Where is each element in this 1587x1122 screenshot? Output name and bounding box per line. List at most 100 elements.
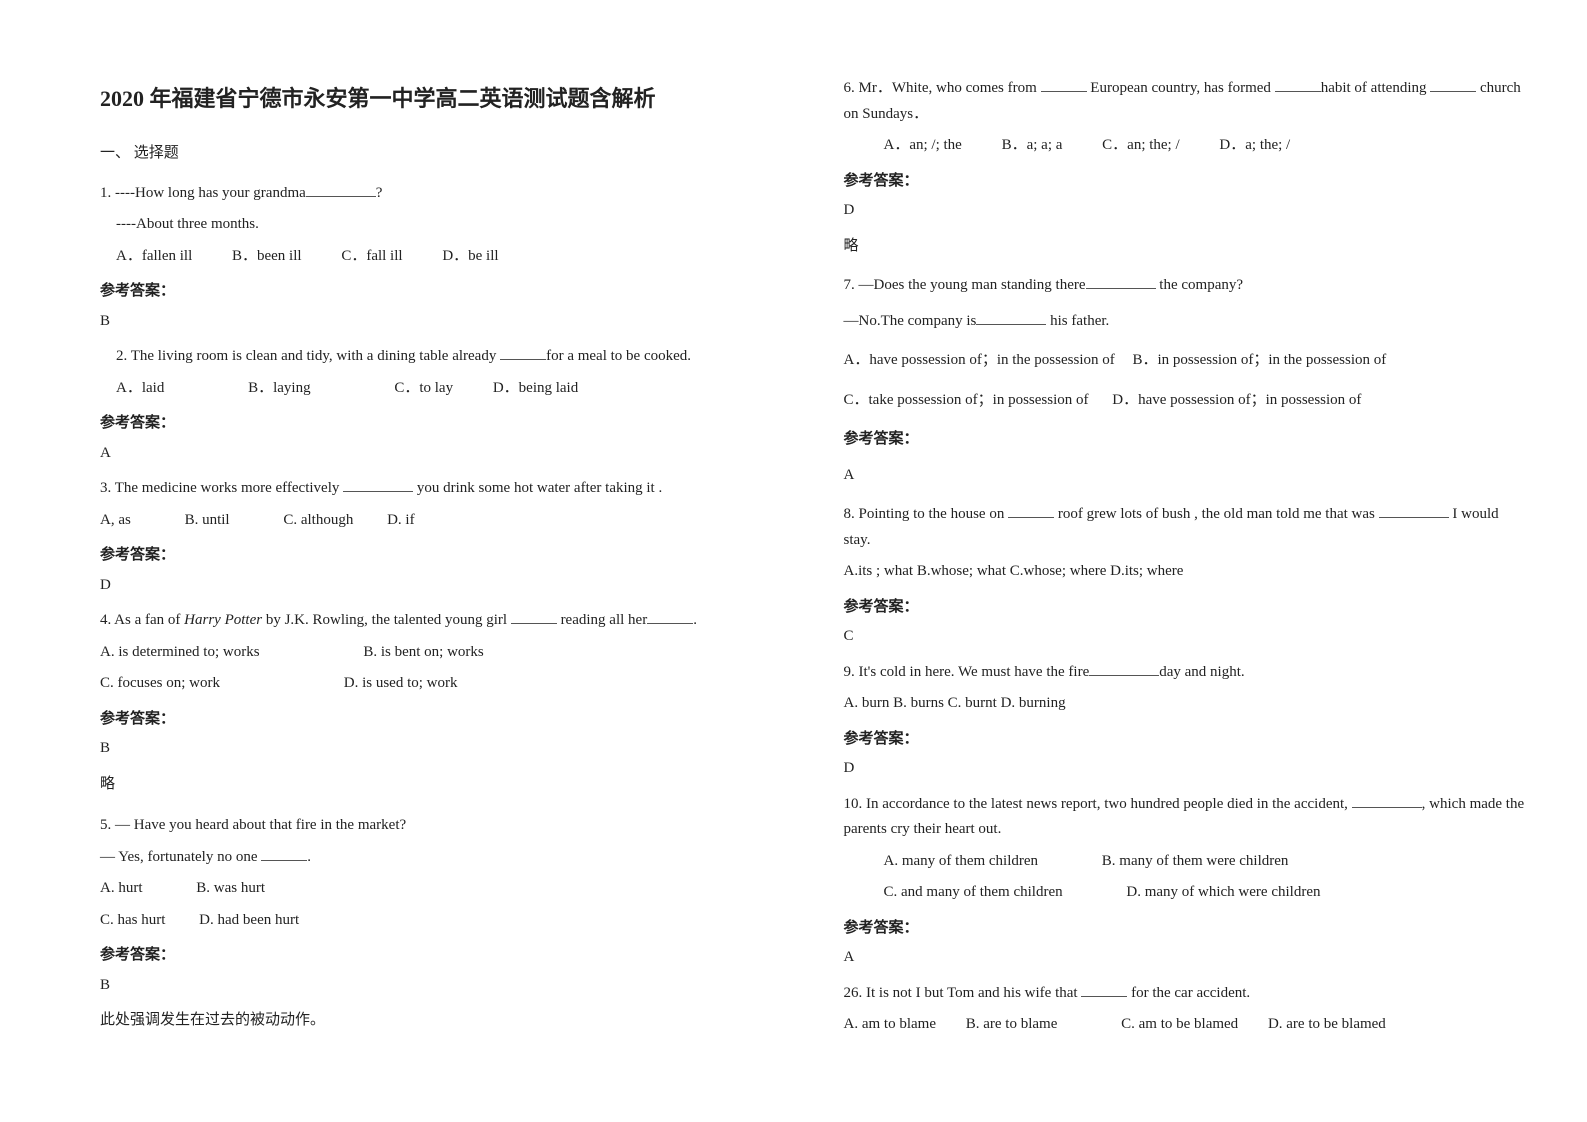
q1-line2: ----About three months.: [100, 212, 784, 238]
q2-options: A．laid B．laying C．to lay D．being laid: [100, 376, 784, 402]
q1-options: A．fallen ill B．been ill C．fall ill D．be …: [100, 244, 784, 270]
q3-answer: D: [100, 573, 784, 599]
q7-opt-b: B．in possession of；in the possession of: [1132, 348, 1386, 374]
q2-stem-b: for a meal to be cooked.: [546, 348, 691, 364]
blank: [261, 846, 307, 861]
q8-a: 8. Pointing to the house on: [844, 506, 1009, 522]
question-1: 1. ----How long has your grandma?: [100, 181, 784, 207]
question-7-l1: 7. —Does the young man standing there th…: [844, 273, 1528, 299]
q5-l2a: — Yes, fortunately no one: [100, 849, 261, 865]
q4-stem-d: .: [693, 612, 697, 628]
q7-opt-c: C．take possession of；in possession of: [844, 388, 1089, 414]
q4-options-row1: A. is determined to; works B. is bent on…: [100, 640, 784, 666]
q10-a: 10. In accordance to the latest news rep…: [844, 796, 1352, 812]
q8-options: A.its ; what B.whose; what C.whose; wher…: [844, 559, 1528, 585]
answer-label: 参考答案：: [844, 427, 1528, 453]
q3-opt-d: D. if: [387, 508, 415, 534]
q10-opt-c: C. and many of them children: [884, 880, 1063, 906]
q5-options-row2: C. has hurt D. had been hurt: [100, 908, 784, 934]
q5-opt-d: D. had been hurt: [199, 908, 299, 934]
q9-answer: D: [844, 756, 1528, 782]
blank: [1086, 275, 1156, 290]
q6-opt-a: A．an; /; the: [884, 133, 962, 159]
q5-answer: B: [100, 973, 784, 999]
q4-answer: B: [100, 736, 784, 762]
q5-opt-b: B. was hurt: [196, 876, 265, 902]
question-5-l2: — Yes, fortunately no one .: [100, 845, 784, 871]
q3-stem-a: 3. The medicine works more effectively: [100, 480, 343, 496]
q3-opt-c: C. although: [283, 508, 353, 534]
q6-answer: D: [844, 198, 1528, 224]
q9-options: A. burn B. burns C. burnt D. burning: [844, 691, 1528, 717]
q6-c: habit of attending: [1321, 80, 1431, 96]
q7-l2b: his father.: [1046, 313, 1109, 329]
q10-opt-a: A. many of them children: [884, 849, 1039, 875]
note-omit: 略: [100, 772, 784, 798]
blank: [306, 182, 376, 197]
q26-options: A. am to blame B. are to blame C. am to …: [844, 1012, 1528, 1038]
q3-stem-b: you drink some hot water after taking it…: [413, 480, 662, 496]
q26-a: 26. It is not I but Tom and his wife tha…: [844, 985, 1082, 1001]
q10-answer: A: [844, 945, 1528, 971]
note-omit: 略: [844, 234, 1528, 260]
q6-b: European country, has formed: [1087, 80, 1275, 96]
question-10: 10. In accordance to the latest news rep…: [844, 792, 1528, 843]
answer-label: 参考答案：: [100, 279, 784, 305]
answer-label: 参考答案：: [100, 543, 784, 569]
q4-stem-b: by J.K. Rowling, the talented young girl: [262, 612, 511, 628]
question-26: 26. It is not I but Tom and his wife tha…: [844, 981, 1528, 1007]
blank: [1081, 982, 1127, 997]
q4-opt-b: B. is bent on; works: [363, 640, 483, 666]
q10-opt-b: B. many of them were children: [1102, 849, 1289, 875]
q6-opt-b: B．a; a; a: [1002, 133, 1063, 159]
q7-opt-d: D．have possession of；in possession of: [1112, 388, 1361, 414]
q1-stem-b: ?: [376, 185, 383, 201]
answer-label: 参考答案：: [844, 727, 1528, 753]
answer-label: 参考答案：: [100, 707, 784, 733]
q10-options-row1: A. many of them children B. many of them…: [844, 849, 1528, 875]
q10-options-row2: C. and many of them children D. many of …: [844, 880, 1528, 906]
q7-opt-a: A．have possession of；in the possession o…: [844, 348, 1115, 374]
q9-b: day and night.: [1159, 664, 1244, 680]
q7-options-row1: A．have possession of；in the possession o…: [844, 348, 1528, 374]
q7-options-row2: C．take possession of；in possession of D．…: [844, 388, 1528, 414]
q7-l1a: 7. —Does the young man standing there: [844, 277, 1086, 293]
blank: [1430, 78, 1476, 93]
q7-answer: A: [844, 463, 1528, 489]
q1-opt-b: B．been ill: [232, 244, 302, 270]
page-container: 2020 年福建省宁德市永安第一中学高二英语测试题含解析 一、 选择题 1. -…: [0, 0, 1587, 1104]
q6-options: A．an; /; the B．a; a; a C．an; the; / D．a;…: [844, 133, 1528, 159]
q4-stem-c: reading all her: [557, 612, 647, 628]
question-3: 3. The medicine works more effectively y…: [100, 476, 784, 502]
answer-label: 参考答案：: [100, 411, 784, 437]
q10-opt-d: D. many of which were children: [1126, 880, 1320, 906]
q2-opt-c: C．to lay: [394, 376, 453, 402]
q4-italic: Harry Potter: [184, 612, 262, 628]
question-2: 2. The living room is clean and tidy, wi…: [100, 344, 784, 370]
q4-opt-a: A. is determined to; works: [100, 640, 260, 666]
q2-stem-a: 2. The living room is clean and tidy, wi…: [116, 348, 500, 364]
q6-a: 6. Mr．White, who comes from: [844, 80, 1041, 96]
q3-opt-a: A, as: [100, 508, 131, 534]
answer-label: 参考答案：: [844, 595, 1528, 621]
question-4: 4. As a fan of Harry Potter by J.K. Rowl…: [100, 608, 784, 634]
q2-opt-d: D．being laid: [493, 376, 578, 402]
q4-opt-d: D. is used to; work: [344, 671, 458, 697]
q3-options: A, as B. until C. although D. if: [100, 508, 784, 534]
q26-opt-d: D. are to be blamed: [1268, 1012, 1386, 1038]
q5-opt-a: A. hurt: [100, 876, 143, 902]
q4-options-row2: C. focuses on; work D. is used to; work: [100, 671, 784, 697]
blank: [1352, 793, 1422, 808]
answer-label: 参考答案：: [844, 916, 1528, 942]
question-8: 8. Pointing to the house on roof grew lo…: [844, 502, 1528, 553]
q7-l2a: —No.The company is: [844, 313, 977, 329]
q26-opt-a: A. am to blame: [844, 1012, 936, 1038]
blank: [1041, 78, 1087, 93]
q4-opt-c: C. focuses on; work: [100, 671, 220, 697]
section-heading: 一、 选择题: [100, 141, 784, 167]
answer-label: 参考答案：: [100, 943, 784, 969]
q4-stem-a: 4. As a fan of: [100, 612, 184, 628]
page-title: 2020 年福建省宁德市永安第一中学高二英语测试题含解析: [100, 80, 784, 117]
q1-opt-a: A．fallen ill: [116, 244, 192, 270]
blank: [1275, 78, 1321, 93]
